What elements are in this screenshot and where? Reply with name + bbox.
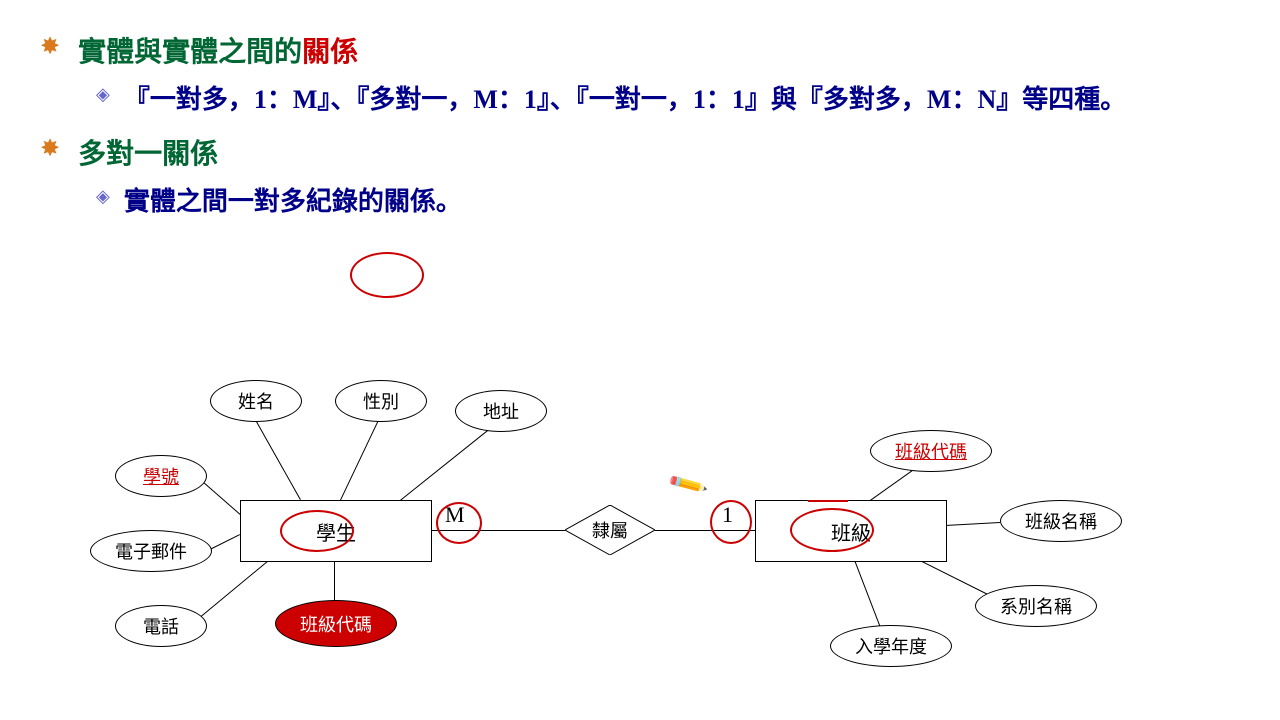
sub-1-text: 『一對多，1：M』、『多對一，M：1』、『一對一，1：1』與『多對多，M：N』等…: [124, 78, 1126, 122]
attr-2: 地址: [455, 390, 547, 432]
heading-2-row: ✸ 多對一關係: [40, 132, 1240, 172]
er-diagram: 學生班級隸屬姓名性別地址學號電子郵件電話班級代碼班級代碼班級名稱系別名稱入學年度…: [0, 350, 1280, 720]
connector-line: [255, 420, 301, 500]
attr-5: 電話: [115, 605, 207, 647]
diamond-icon: ◈: [96, 186, 110, 207]
connector-line: [334, 560, 335, 600]
star-icon: ✸: [40, 134, 60, 163]
slide-content: ✸ 實體與實體之間的關係 ◈ 『一對多，1：M』、『多對一，M：1』、『一對一，…: [0, 0, 1280, 260]
sub-2-text: 實體之間一對多紀錄的關係。: [124, 180, 462, 224]
star-icon: ✸: [40, 32, 60, 61]
attr-1: 性別: [335, 380, 427, 422]
attr2-2: 系別名稱: [975, 585, 1097, 627]
connector-line: [199, 559, 270, 618]
sub-2-row: ◈ 實體之間一對多紀錄的關係。: [96, 180, 1240, 224]
connector-line: [400, 428, 491, 501]
sub-1-row: ◈ 『一對多，1：M』、『多對一，M：1』、『一對一，1：1』與『多對多，M：N…: [96, 78, 1240, 122]
connector-line: [200, 479, 241, 515]
annotation-underline: [808, 500, 848, 502]
pencil-cursor-icon: ✏️: [667, 464, 710, 506]
annotation-circle: [280, 510, 354, 552]
annotation-circle: [790, 508, 874, 552]
heading-1: 實體與實體之間的關係: [78, 30, 358, 70]
heading-1-row: ✸ 實體與實體之間的關係: [40, 30, 1240, 70]
attr2-1: 班級名稱: [1000, 500, 1122, 542]
connector-line: [210, 534, 240, 550]
annotation-circle: [710, 500, 752, 544]
attr2-3: 入學年度: [830, 625, 952, 667]
foreign-key-class-code: 班級代碼: [275, 600, 397, 647]
connector-line: [854, 560, 880, 625]
annotation-circle-text: [350, 252, 424, 298]
attr-0: 姓名: [210, 380, 302, 422]
connector-line: [340, 420, 379, 500]
annotation-circle: [436, 502, 482, 544]
diamond-icon: ◈: [96, 84, 110, 105]
attr-3: 學號: [115, 455, 207, 497]
attr-4: 電子郵件: [90, 530, 212, 572]
attr2-0: 班級代碼: [870, 430, 992, 472]
heading-1-highlight: 關係: [302, 37, 358, 68]
relation-belongs-to: 隸屬: [565, 505, 655, 555]
connector-line: [870, 468, 916, 501]
heading-2: 多對一關係: [78, 132, 218, 172]
connector-line: [945, 522, 1000, 526]
heading-1-prefix: 實體與實體之間的: [78, 37, 302, 68]
